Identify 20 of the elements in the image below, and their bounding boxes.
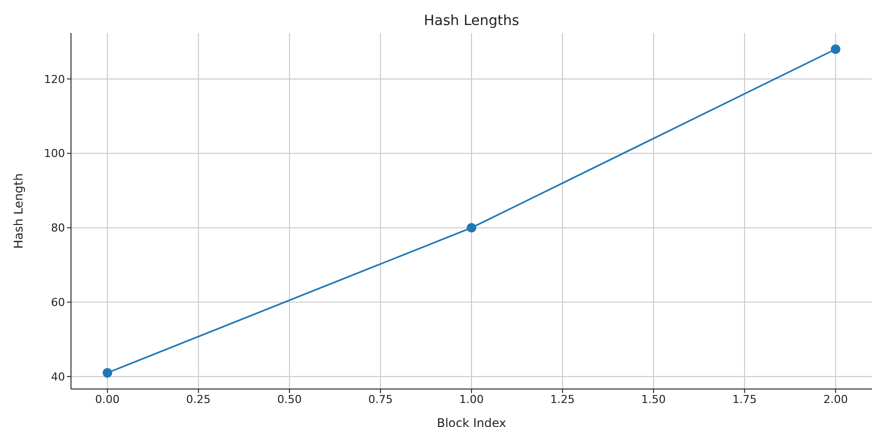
x-tick-label: 1.00 [459,392,484,406]
point [830,44,840,54]
x-tick-label: 1.25 [550,392,575,406]
point [466,222,476,233]
y-tick-label: 60 [51,296,65,310]
x-tick-label: 2.00 [823,392,848,406]
x-tick-label: 0.75 [368,392,393,406]
x-tick-label: 0.25 [186,392,211,406]
x-tick-label: 0.00 [95,392,120,406]
y-tick-label: 100 [44,147,65,160]
x-axis-title: Block Index [436,416,506,427]
y-tick-label: 40 [51,370,65,384]
y-tick-label: 120 [44,72,65,86]
y-axis-title: Hash Length [11,173,26,249]
point [102,368,112,378]
x-tick-label: 1.75 [732,392,757,406]
y-tick-label: 80 [51,222,65,235]
x-tick-label: 1.50 [641,392,666,406]
chart-title: Hash Lengths [424,13,520,29]
x-tick-label: 0.50 [277,392,302,406]
